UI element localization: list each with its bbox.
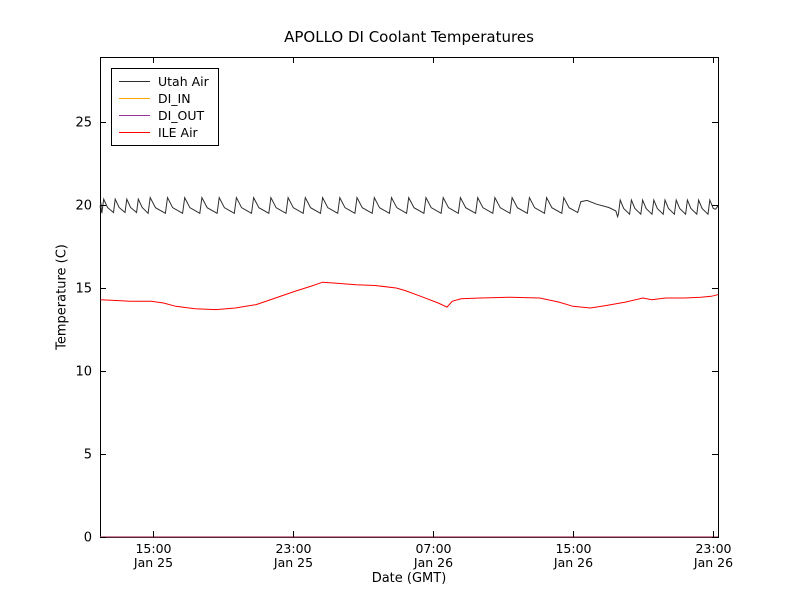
legend-label-di-in: DI_IN [158,91,191,106]
y-tick-label: 10 [75,365,92,380]
x-axis-label: Date (GMT) [371,571,447,586]
y-tick-label: 0 [84,531,92,546]
legend-line-swatch-ile-air [119,132,150,133]
legend-line-swatch-di-out [119,115,150,116]
x-tick-label-time: 07:00 [415,541,451,556]
x-tick-label-time: 15:00 [555,541,591,556]
x-tick-label-date: Jan 26 [553,555,593,570]
chart-title: APOLLO DI Coolant Temperatures [284,28,534,46]
plot-series [99,195,719,538]
legend-item-utah-air: Utah Air [119,73,209,90]
y-tick-label: 5 [84,448,92,463]
legend-label-di-out: DI_OUT [158,108,205,123]
legend-line-swatch-di-in [119,98,150,99]
legend-item-di-out: DI_OUT [119,107,209,124]
y-tick-label: 20 [75,199,92,214]
x-tick-label-time: 23:00 [695,541,731,556]
series-line-utah-air [99,195,719,219]
legend-line-swatch-utah-air [119,81,150,82]
y-axis-label: Temperature (C) [54,244,70,350]
x-tick-label-date: Jan 26 [693,555,733,570]
x-tick-label-date: Jan 25 [273,555,313,570]
y-tick-label: 25 [75,116,92,131]
x-tick-label-time: 23:00 [275,541,311,556]
legend-item-di-in: DI_IN [119,90,209,107]
legend-label-utah-air: Utah Air [158,74,209,89]
legend-item-ile-air: ILE Air [119,124,209,141]
series-line-ile-air [100,281,719,311]
x-tick-label-date: Jan 25 [133,555,173,570]
x-tick-label-date: Jan 26 [413,555,453,570]
x-tick-label-time: 15:00 [135,541,171,556]
y-tick-label: 15 [75,282,92,297]
legend-label-ile-air: ILE Air [158,125,198,140]
legend: Utah Air DI_IN DI_OUT ILE Air [111,68,219,146]
